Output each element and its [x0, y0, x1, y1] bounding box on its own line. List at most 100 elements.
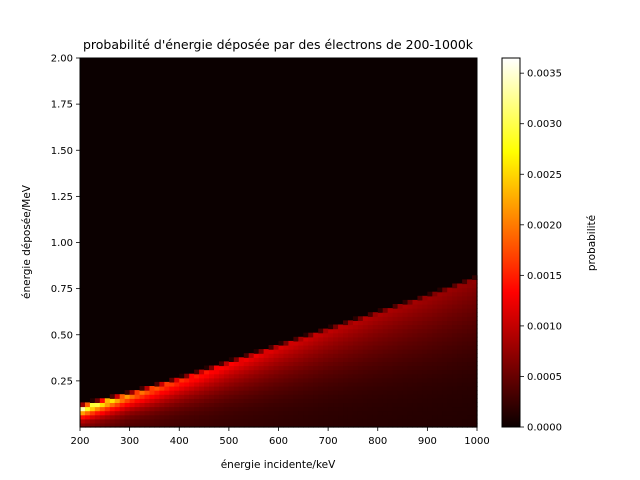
heatmap-cell: [343, 386, 349, 391]
heatmap-cell: [387, 361, 394, 367]
heatmap-cell: [472, 414, 478, 420]
heatmap-cell: [472, 328, 478, 334]
heatmap-cell: [417, 386, 424, 391]
heatmap-cell: [303, 390, 309, 395]
heatmap-cell: [248, 398, 255, 403]
heatmap-cell: [308, 410, 314, 416]
heatmap-cell: [343, 357, 349, 362]
heatmap-cell: [362, 422, 369, 428]
heatmap-cell: [238, 381, 245, 387]
y-tick-label: 1.25: [51, 192, 73, 203]
heatmap-cell: [462, 398, 468, 403]
heatmap-cell: [472, 361, 478, 367]
heatmap-cell: [278, 345, 285, 350]
heatmap-cell: [372, 402, 379, 408]
heatmap-cell: [387, 410, 394, 416]
heatmap-cell: [303, 398, 309, 403]
heatmap-cell: [407, 410, 414, 416]
heatmap-cell: [194, 377, 200, 383]
heatmap-cell: [154, 422, 160, 428]
heatmap-cell: [303, 394, 309, 399]
heatmap-cell: [119, 410, 126, 416]
heatmap-cell: [362, 320, 369, 326]
heatmap-cell: [124, 390, 131, 395]
heatmap-cell: [452, 365, 458, 371]
heatmap-cell: [194, 398, 200, 403]
heatmap-cell: [442, 287, 448, 293]
heatmap-cell: [194, 394, 200, 399]
heatmap-cell: [164, 414, 170, 420]
heatmap-cell: [387, 340, 394, 346]
heatmap-cell: [293, 394, 299, 399]
y-tick-label: 0.75: [51, 284, 73, 295]
heatmap-cell: [293, 410, 299, 416]
heatmap-cell: [422, 332, 428, 338]
heatmap-cell: [452, 332, 458, 338]
heatmap-cell: [243, 373, 250, 379]
heatmap-cell: [233, 369, 240, 375]
heatmap-cell: [338, 402, 344, 408]
heatmap-cell: [333, 361, 339, 367]
heatmap-cell: [179, 402, 185, 408]
heatmap-cell: [278, 361, 285, 367]
heatmap-cell: [407, 422, 414, 428]
heatmap-cell: [184, 410, 190, 416]
heatmap-cell: [263, 365, 270, 371]
heatmap-cell: [412, 381, 419, 387]
heatmap-cell: [333, 357, 339, 362]
heatmap-cell: [452, 414, 458, 420]
heatmap-cell: [407, 418, 414, 424]
heatmap-cell: [179, 398, 185, 403]
heatmap-cell: [347, 369, 354, 375]
heatmap-cell: [427, 299, 433, 305]
heatmap-cell: [457, 312, 463, 317]
heatmap-cell: [328, 340, 334, 346]
heatmap-cell: [174, 422, 180, 428]
heatmap-cell: [313, 361, 319, 367]
heatmap-cell: [288, 398, 294, 403]
heatmap-cell: [357, 357, 364, 362]
heatmap-cell: [452, 316, 458, 321]
heatmap-cell: [462, 304, 468, 309]
heatmap-cell: [472, 340, 478, 346]
heatmap-cell: [382, 398, 389, 403]
heatmap-cell: [278, 340, 285, 346]
heatmap-cell: [472, 365, 478, 371]
heatmap-cell: [164, 390, 170, 395]
heatmap-cell: [392, 304, 399, 309]
heatmap-cell: [313, 414, 319, 420]
heatmap-cell: [437, 328, 443, 334]
heatmap-cell: [437, 345, 443, 350]
heatmap-cell: [258, 373, 265, 379]
heatmap-cell: [218, 386, 225, 391]
heatmap-cell: [253, 369, 260, 375]
heatmap-cell: [99, 418, 106, 424]
heatmap-cell: [367, 357, 374, 362]
heatmap-cell: [472, 299, 478, 305]
heatmap-cell: [392, 312, 399, 317]
heatmap-cell: [233, 365, 240, 371]
heatmap-cell: [253, 349, 260, 354]
heatmap-cell: [392, 365, 399, 371]
heatmap-cell: [238, 386, 245, 391]
heatmap-cell: [377, 398, 384, 403]
heatmap-cell: [357, 324, 364, 330]
heatmap-cell: [427, 295, 433, 301]
heatmap-cell: [382, 353, 389, 358]
heatmap-cell: [323, 345, 329, 350]
heatmap-cell: [199, 402, 205, 408]
heatmap-cell: [362, 418, 369, 424]
heatmap-cell: [387, 308, 394, 313]
heatmap-cell: [462, 381, 468, 387]
heatmap-cell: [129, 422, 136, 428]
heatmap-cell: [169, 390, 175, 395]
heatmap-cell: [457, 299, 463, 305]
heatmap-cell: [432, 291, 438, 297]
heatmap-cell: [472, 336, 478, 342]
heatmap-cell: [357, 422, 364, 428]
heatmap-cell: [417, 324, 424, 330]
heatmap-cell: [308, 336, 314, 342]
heatmap-cell: [452, 328, 458, 334]
heatmap-cell: [442, 365, 448, 371]
heatmap-cell: [387, 357, 394, 362]
